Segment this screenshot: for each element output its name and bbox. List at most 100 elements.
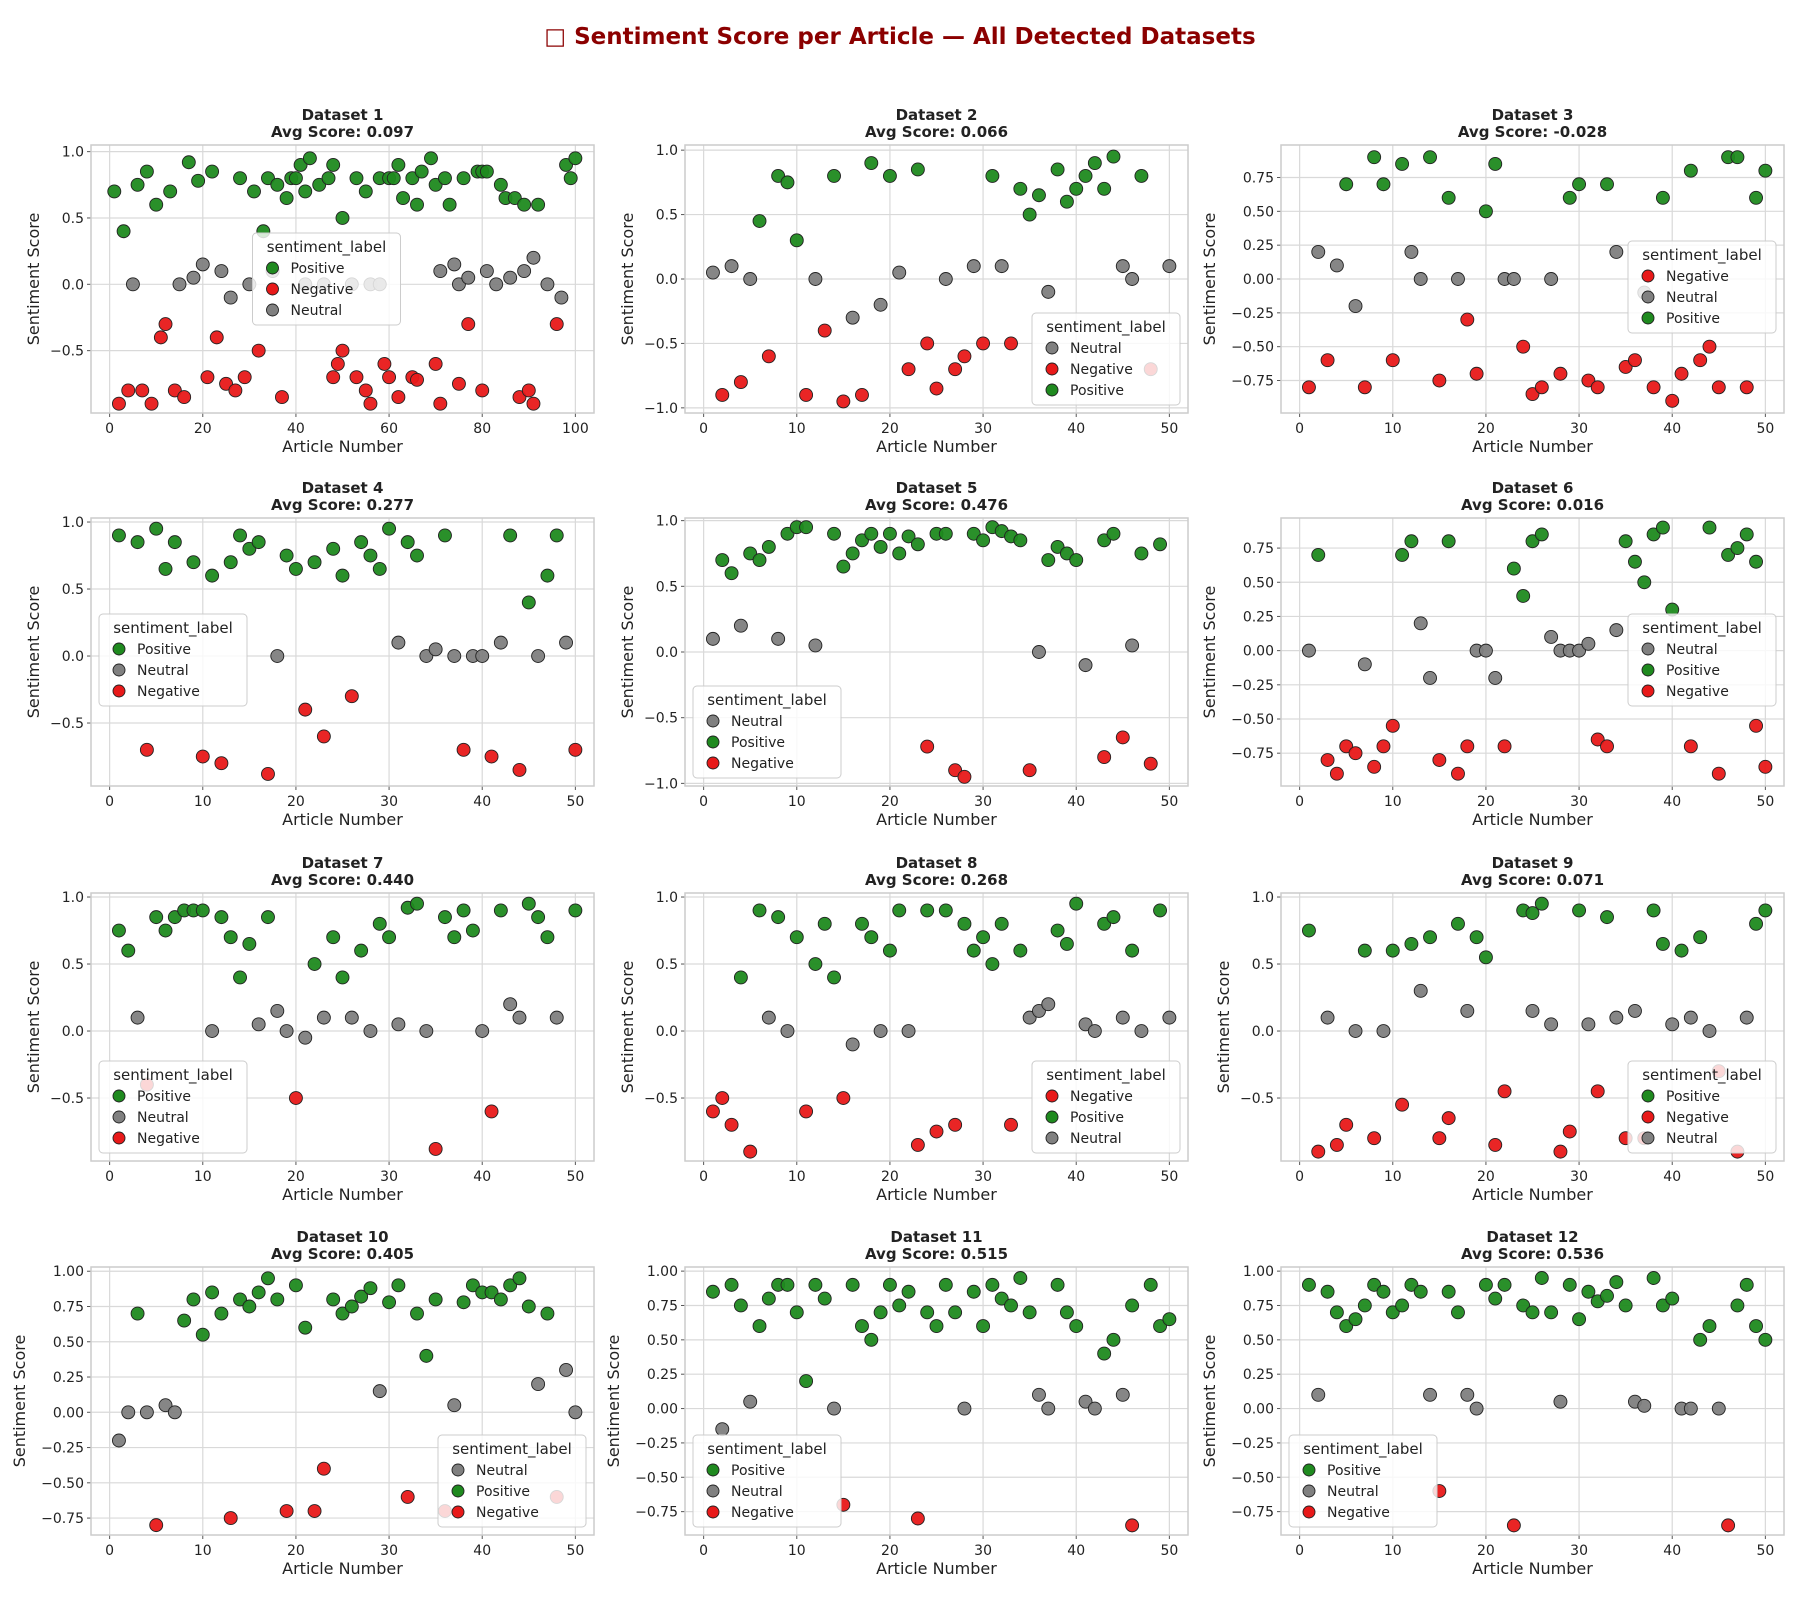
data-point-neutral [1078, 1017, 1093, 1032]
y-tick-label: 0.00 [1243, 1402, 1274, 1418]
legend-label-neutral: Neutral [137, 663, 189, 679]
data-point-neutral [447, 257, 462, 272]
legend-marker-positive [451, 1484, 465, 1498]
data-point-negative [214, 756, 229, 771]
data-point-neutral [1041, 284, 1056, 299]
x-tick-label: 20 [881, 1543, 899, 1559]
data-point-positive [1153, 1319, 1168, 1334]
data-point-positive [808, 957, 823, 971]
data-point-positive [288, 171, 303, 186]
data-point-negative [139, 742, 154, 757]
data-point-positive [167, 910, 182, 925]
data-point-positive [1739, 527, 1754, 542]
data-point-positive [484, 1285, 499, 1300]
data-point-positive [158, 923, 173, 938]
y-tick-label: 0.5 [62, 582, 84, 598]
data-point-positive [1153, 903, 1168, 918]
subplot-avg-score: Avg Score: 0.277 [271, 496, 414, 514]
data-point-positive [1600, 177, 1614, 192]
data-point-neutral [195, 257, 210, 272]
data-point-positive [985, 957, 1000, 971]
data-point-positive [733, 970, 748, 985]
data-point-negative [382, 370, 397, 385]
data-point-negative [1367, 1131, 1382, 1146]
data-point-positive [1758, 903, 1773, 918]
y-tick-label: −0.75 [1231, 374, 1274, 390]
data-point-neutral [121, 1405, 136, 1420]
data-point-positive [531, 910, 546, 925]
x-tick-label: 0 [105, 421, 114, 437]
data-point-positive [827, 526, 841, 541]
data-point-positive [705, 1284, 720, 1299]
data-point-positive [1013, 181, 1028, 196]
y-tick-label: 0.25 [53, 1370, 84, 1386]
data-point-positive [1423, 150, 1437, 165]
data-point-positive [116, 224, 131, 239]
legend-title: sentiment_label [452, 1440, 572, 1459]
subplot-avg-score: Avg Score: 0.268 [865, 871, 1008, 889]
y-tick-label: 0.5 [656, 208, 678, 224]
data-point-positive [195, 903, 210, 918]
data-point-negative [1646, 380, 1661, 395]
data-point-positive [1665, 1291, 1680, 1306]
y-tick-label: −0.25 [1231, 1436, 1274, 1452]
x-tick-label: 40 [1067, 421, 1085, 437]
data-point-negative [1665, 393, 1680, 408]
data-point-positive [503, 1278, 518, 1293]
subplot-title: Dataset 9 [1492, 854, 1574, 872]
x-tick-label: 20 [287, 1543, 305, 1559]
legend-label-positive: Positive [1327, 1463, 1381, 1479]
data-point-neutral [724, 259, 739, 274]
y-tick-label: 0.0 [62, 649, 84, 665]
data-point-positive [836, 559, 851, 574]
data-point-positive [521, 1299, 536, 1314]
data-point-positive [493, 903, 508, 918]
legend-label-negative: Negative [137, 1131, 200, 1147]
y-tick-label: 0.00 [53, 1405, 84, 1421]
legend-box [1627, 613, 1777, 707]
data-point-negative [920, 336, 935, 351]
data-point-neutral [1311, 1387, 1326, 1402]
legend-label-negative: Negative [137, 684, 200, 700]
plot-frame [1280, 144, 1785, 414]
data-point-positive [1059, 194, 1074, 209]
x-tick-label: 50 [566, 1543, 584, 1559]
data-point-positive [233, 171, 247, 186]
x-tick-label: 30 [974, 1543, 992, 1559]
data-point-negative [1004, 1117, 1018, 1132]
y-tick-label: −0.25 [635, 1436, 678, 1452]
data-point-positive [479, 164, 494, 179]
x-tick-label: 40 [473, 1543, 491, 1559]
data-point-positive [789, 233, 804, 248]
data-point-neutral [540, 277, 555, 292]
data-point-neutral [391, 635, 406, 650]
data-point-positive [1423, 930, 1437, 945]
legend-marker-negative [451, 1505, 465, 1519]
data-point-positive [456, 171, 471, 186]
y-tick-label: −0.25 [41, 1441, 84, 1457]
data-point-negative [1488, 1137, 1503, 1152]
y-axis-label: Sentiment Score [1214, 961, 1233, 1094]
y-axis-label: Sentiment Score [1200, 1335, 1219, 1468]
data-point-negative [1004, 336, 1018, 351]
data-point-negative [799, 388, 814, 402]
legend-marker-positive [1641, 663, 1655, 677]
y-tick-label: −0.50 [635, 1470, 678, 1486]
data-point-positive [1478, 950, 1493, 965]
y-tick-label: 0.25 [1243, 238, 1274, 254]
data-point-positive [855, 1319, 869, 1334]
data-point-neutral [1609, 244, 1624, 259]
y-tick-label: 0.75 [1243, 541, 1274, 557]
legend-title: sentiment_label [113, 619, 233, 638]
legend-title: sentiment_label [1642, 246, 1762, 265]
data-point-positive [873, 539, 888, 554]
x-axis-label: Article Number [282, 810, 403, 829]
data-point-positive [1525, 1305, 1540, 1320]
legend-box [98, 613, 248, 707]
legend: sentiment_label Neutral Positive Negative [1627, 613, 1777, 707]
y-axis-label: Sentiment Score [24, 961, 43, 1094]
data-point-negative [111, 396, 126, 411]
data-point-negative [1702, 339, 1717, 354]
data-point-positive [302, 151, 317, 166]
data-point-negative [1329, 1137, 1344, 1152]
